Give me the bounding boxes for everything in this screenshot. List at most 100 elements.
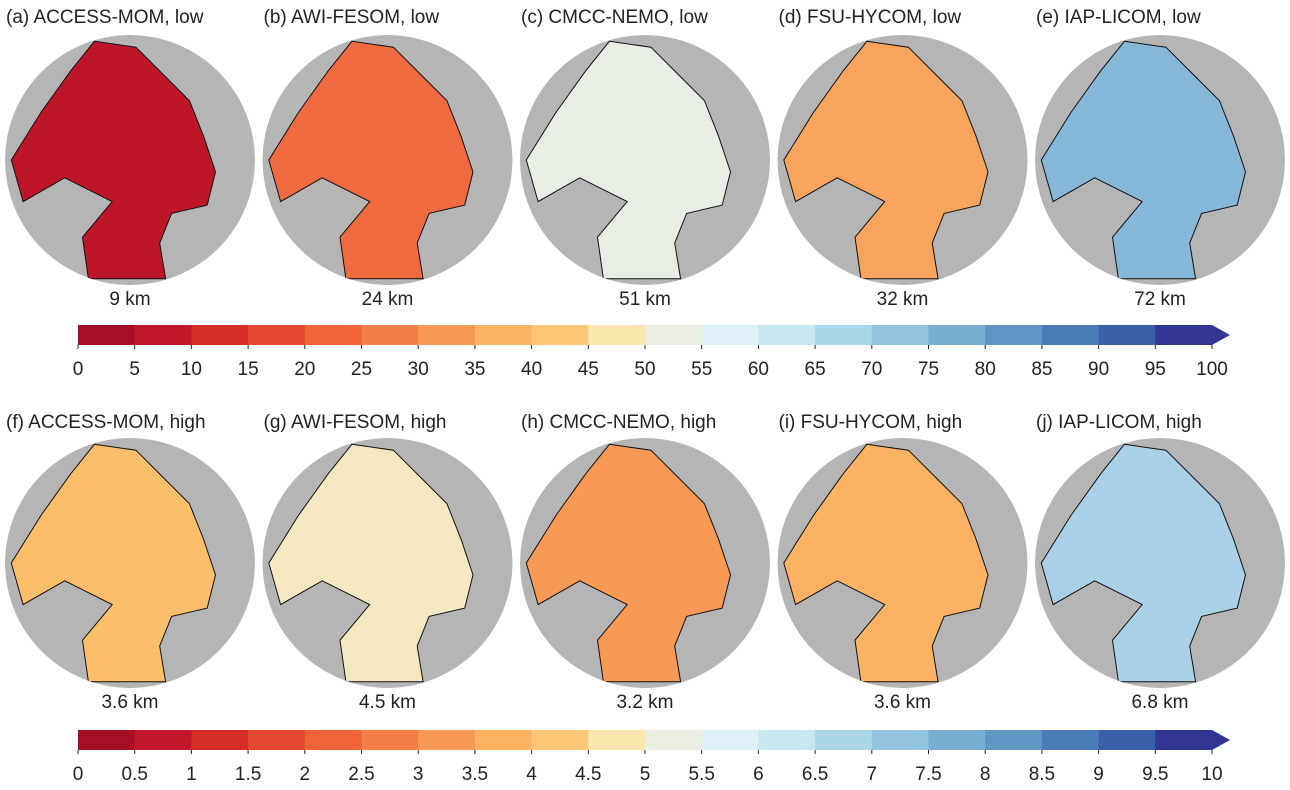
colorbar-tick-label: 5 (640, 764, 651, 785)
colorbar-tick-label: 0.5 (121, 764, 147, 785)
ocean-field (268, 40, 474, 280)
colorbar-segment (758, 325, 816, 345)
map (520, 438, 770, 688)
colorbar-tick-label: 9.5 (1142, 764, 1168, 785)
resolution-label: 9 km (109, 289, 150, 310)
ocean-field (1040, 443, 1247, 683)
colorbar-tick-label: 9 (1093, 764, 1104, 785)
colorbar-segment (248, 730, 306, 750)
panel-title: (g) AWI-FESOM, high (264, 412, 447, 433)
colorbar-tick-label: 80 (975, 359, 996, 380)
colorbar-segment (134, 325, 192, 345)
colorbar-segment (304, 325, 362, 345)
colorbar-tick-label: 4.5 (575, 764, 601, 785)
colorbar-segment (531, 730, 589, 750)
colorbar-segment (645, 325, 703, 345)
colorbar-segment (1041, 325, 1100, 345)
panel-title: (e) IAP-LICOM, low (1036, 7, 1201, 28)
colorbar-segment (1098, 730, 1156, 750)
map (262, 438, 513, 688)
colorbar-segment (474, 325, 533, 345)
resolution-label: 3.2 km (616, 692, 673, 713)
colorbar-tick-label: 20 (294, 359, 315, 380)
colorbar-segment (645, 730, 703, 750)
colorbar-segment (985, 325, 1043, 345)
colorbar-segment (191, 730, 249, 750)
colorbar-segment (78, 730, 136, 750)
resolution-label: 32 km (877, 289, 929, 310)
resolution-label: 6.8 km (1131, 692, 1188, 713)
map (5, 35, 255, 285)
colorbar-segment (361, 730, 419, 750)
ocean-field (525, 40, 732, 280)
resolution-label: 51 km (619, 289, 671, 310)
resolution-label: 4.5 km (359, 692, 416, 713)
ocean-field (783, 40, 989, 280)
colorbar-tick-label: 8 (980, 764, 991, 785)
colorbar-segment (588, 325, 646, 345)
colorbar-segment (531, 325, 589, 345)
colorbar-segment (474, 730, 533, 750)
colorbar-tick-label: 7.5 (915, 764, 941, 785)
colorbar-segment (418, 325, 476, 345)
colorbar-tick-label: 75 (918, 359, 939, 380)
colorbar-segment (871, 325, 929, 345)
ocean-field (10, 443, 217, 683)
colorbar-tick-label: 1.5 (235, 764, 261, 785)
colorbar-segment (928, 325, 986, 345)
ocean-field (10, 40, 217, 280)
colorbar-tick-label: 10 (181, 359, 202, 380)
colorbar-tick-label: 7 (867, 764, 878, 785)
colorbar-tick-label: 4 (526, 764, 537, 785)
map (5, 438, 255, 688)
resolution-label: 3.6 km (874, 692, 931, 713)
map (520, 35, 770, 285)
colorbar-tick-label: 3.5 (462, 764, 488, 785)
panel-title: (h) CMCC-NEMO, high (521, 412, 716, 433)
colorbar-segment (248, 325, 306, 345)
colorbar-tick-label: 40 (521, 359, 542, 380)
resolution-label: 3.6 km (101, 692, 158, 713)
colorbar-tick-label: 30 (408, 359, 429, 380)
colorbar-tick-label: 60 (748, 359, 769, 380)
panel-title: (b) AWI-FESOM, low (264, 7, 440, 28)
colorbar-tick-label: 95 (1145, 359, 1166, 380)
panel-title: (f) ACCESS-MOM, high (6, 412, 206, 433)
colorbar-segment (361, 325, 419, 345)
colorbar-tick-label: 85 (1031, 359, 1052, 380)
colorbar-segment (1041, 730, 1100, 750)
ocean-field (268, 443, 474, 683)
colorbar-segment (78, 325, 136, 345)
map (777, 35, 1028, 285)
panel-title: (j) IAP-LICOM, high (1036, 412, 1202, 433)
panel-title: (i) FSU-HYCOM, high (779, 412, 963, 433)
colorbar-segment (134, 730, 192, 750)
colorbar-segment (304, 730, 362, 750)
map (777, 438, 1028, 688)
resolution-label: 72 km (1134, 289, 1186, 310)
colorbar-segment (1155, 325, 1230, 345)
colorbar-tick-label: 2 (300, 764, 311, 785)
colorbar-segment (1098, 325, 1156, 345)
colorbar-tick-label: 5.5 (688, 764, 714, 785)
colorbar-segment (815, 325, 873, 345)
colorbar-tick-label: 45 (578, 359, 599, 380)
colorbar-segment (1155, 730, 1230, 750)
colorbar-tick-label: 6.5 (802, 764, 828, 785)
colorbar-tick-label: 1 (186, 764, 197, 785)
map (262, 35, 513, 285)
colorbar-tick-label: 2.5 (348, 764, 374, 785)
ocean-field (525, 443, 732, 683)
colorbar-tick-label: 70 (861, 359, 882, 380)
colorbar-segment (191, 325, 249, 345)
colorbar-tick-label: 8.5 (1029, 764, 1055, 785)
colorbar-tick-label: 5 (129, 359, 140, 380)
colorbar-tick-label: 65 (805, 359, 826, 380)
colorbar-segment (588, 730, 646, 750)
colorbar-segment (701, 325, 759, 345)
resolution-label: 24 km (362, 289, 414, 310)
ocean-field (1040, 40, 1247, 280)
map (1035, 35, 1285, 285)
map (1035, 438, 1285, 688)
